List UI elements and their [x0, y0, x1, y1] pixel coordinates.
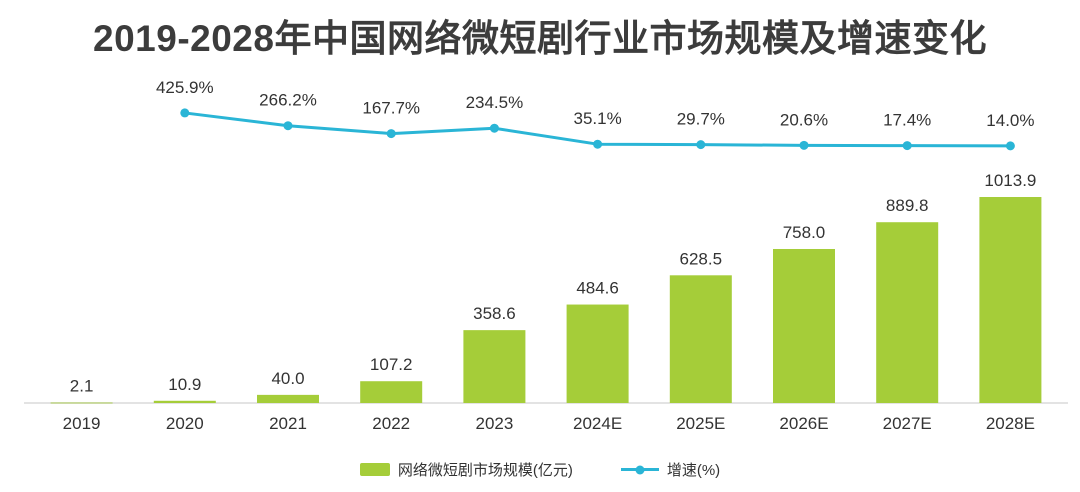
growth-point: [799, 140, 809, 150]
growth-value-label: 425.9%: [156, 78, 214, 97]
bar-swatch-icon: [359, 463, 390, 476]
x-axis-label: 2021: [269, 414, 307, 433]
bar-value-label: 10.9: [168, 375, 201, 394]
bar-value-label: 628.5: [680, 249, 723, 268]
growth-value-label: 20.6%: [780, 110, 828, 129]
growth-point: [180, 108, 190, 118]
chart-title: 2019-2028年中国网络微短剧行业市场规模及增速变化: [93, 18, 987, 59]
bar-value-label: 40.0: [271, 369, 304, 388]
line-swatch-icon: [620, 465, 659, 474]
bar-value-label: 358.6: [473, 304, 516, 323]
growth-point: [1005, 141, 1015, 151]
growth-value-label: 35.1%: [573, 109, 621, 128]
line-swatch-dot-icon: [635, 465, 645, 474]
x-axis-label: 2025E: [676, 414, 725, 433]
bar-2023: [463, 330, 526, 403]
bar-2024E: [566, 304, 629, 403]
x-axis-label: 2019: [63, 414, 101, 433]
x-axis-label: 2022: [372, 414, 410, 433]
growth-value-label: 167.7%: [362, 99, 420, 118]
bar-2019: [50, 402, 113, 404]
bar-value-label: 484.6: [576, 279, 619, 298]
growth-point: [386, 129, 396, 139]
bar-2022: [360, 381, 423, 403]
bar-2020: [153, 400, 216, 403]
growth-point: [283, 121, 293, 131]
bar-2025E: [669, 275, 732, 403]
bar-2028E: [979, 197, 1042, 403]
growth-point: [696, 140, 706, 150]
growth-point: [902, 141, 912, 151]
bar-2021: [257, 394, 319, 403]
bar-value-label: 1013.9: [984, 171, 1036, 190]
x-axis-label: 2026E: [779, 414, 828, 433]
x-axis-label: 2020: [166, 414, 204, 433]
bar-value-label: 2.1: [70, 377, 94, 396]
growth-value-label: 29.7%: [677, 110, 725, 129]
growth-value-label: 266.2%: [259, 91, 317, 110]
legend-item-growth: 增速(%): [620, 459, 721, 480]
x-axis-label: 2024E: [573, 414, 622, 433]
x-axis-label: 2027E: [883, 414, 932, 433]
growth-point: [593, 139, 603, 149]
growth-value-label: 234.5%: [466, 93, 524, 112]
bar-value-label: 107.2: [370, 355, 413, 374]
growth-value-label: 17.4%: [883, 111, 931, 130]
growth-value-label: 14.0%: [986, 111, 1034, 130]
bar-2027E: [876, 222, 939, 403]
legend-line-label: 增速(%): [666, 462, 721, 479]
x-axis-label: 2023: [475, 414, 513, 433]
chart-legend: 网络微短剧市场规模(亿元) 增速(%): [0, 459, 1080, 480]
growth-point: [489, 123, 499, 133]
legend-bar-label: 网络微短剧市场规模(亿元): [397, 462, 573, 479]
x-axis-label: 2028E: [986, 414, 1035, 433]
bar-value-label: 889.8: [886, 196, 929, 215]
legend-item-market-size: 网络微短剧市场规模(亿元): [359, 459, 573, 480]
bar-value-label: 758.0: [783, 223, 826, 242]
bar-2026E: [773, 248, 835, 403]
